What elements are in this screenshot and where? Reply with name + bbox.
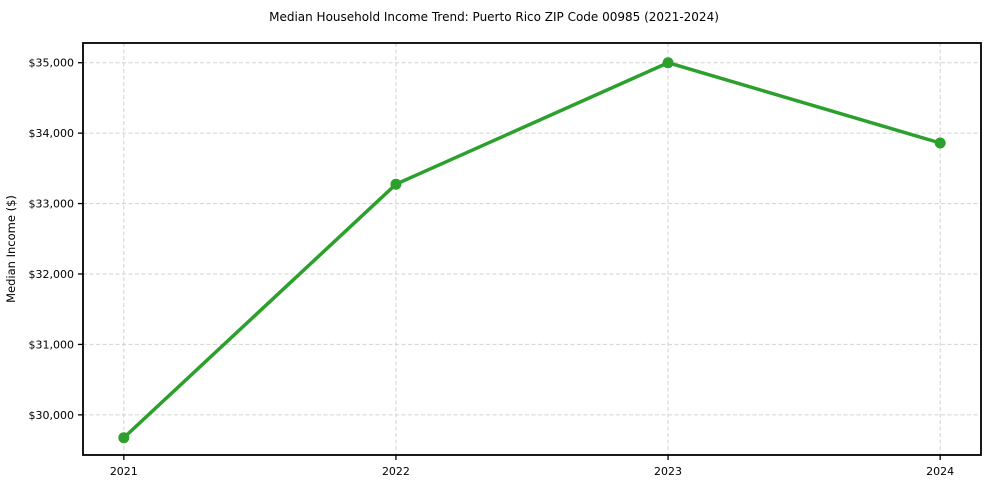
data-point xyxy=(934,137,946,149)
data-point xyxy=(118,432,130,444)
y-tick-label: $32,000 xyxy=(29,268,75,281)
x-tick-label: 2024 xyxy=(926,465,954,478)
plot-border xyxy=(82,42,982,456)
y-tick-label: $33,000 xyxy=(29,198,75,211)
axis-layer: 2021 2022 2023 2024 $30,000 $31,000 $32,000 $33… xyxy=(29,42,982,478)
x-tick-label: 2022 xyxy=(382,465,410,478)
y-tick-label: $35,000 xyxy=(29,57,75,70)
y-axis-label: Median Income ($) xyxy=(4,195,18,303)
data-point xyxy=(662,57,674,69)
grid-layer xyxy=(83,43,981,455)
y-tick-label: $30,000 xyxy=(29,409,75,422)
line-series-layer xyxy=(118,57,946,444)
y-tick-label: $31,000 xyxy=(29,338,75,351)
trend-line xyxy=(122,60,942,440)
chart-title: Median Household Income Trend: Puerto Ri… xyxy=(269,10,719,24)
data-point xyxy=(390,178,402,190)
x-tick-label: 2023 xyxy=(654,465,682,478)
x-tick-label: 2021 xyxy=(110,465,138,478)
y-tick-label: $34,000 xyxy=(29,127,75,140)
